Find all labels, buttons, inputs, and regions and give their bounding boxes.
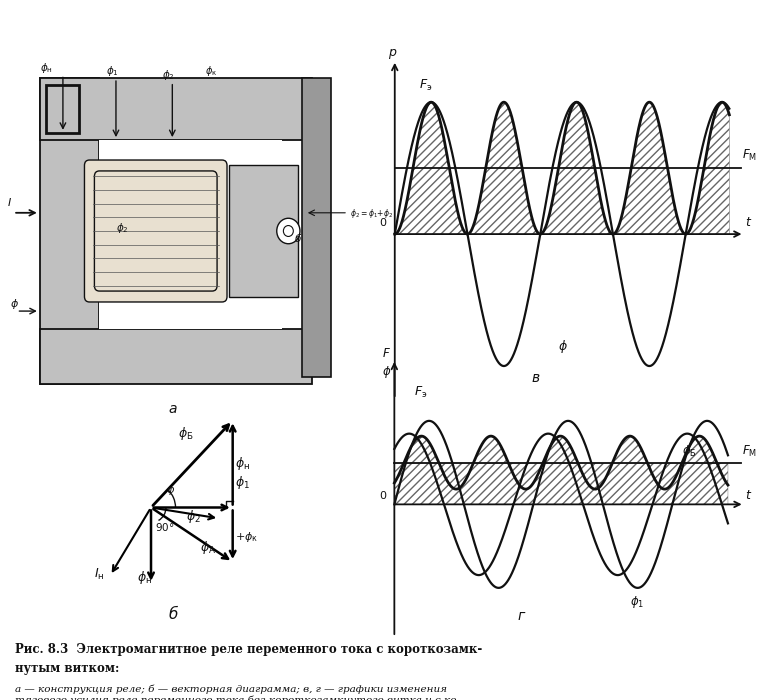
Bar bbox=[99, 180, 159, 282]
Text: б: б bbox=[295, 234, 301, 244]
Circle shape bbox=[277, 218, 300, 244]
Text: $\phi_{\rm Б}$: $\phi_{\rm Б}$ bbox=[682, 443, 697, 459]
Text: $\phi_{\rm Б}$: $\phi_{\rm Б}$ bbox=[178, 425, 194, 442]
Text: $+\phi_{\rm к}$: $+\phi_{\rm к}$ bbox=[235, 530, 258, 544]
Bar bbox=[301, 78, 332, 377]
Text: $F_{\rm M}$: $F_{\rm M}$ bbox=[742, 148, 757, 163]
Text: $\phi_{\rm н}$: $\phi_{\rm н}$ bbox=[40, 61, 52, 75]
Text: $\phi$: $\phi$ bbox=[10, 298, 19, 312]
Text: б: б bbox=[168, 607, 177, 622]
Text: 0: 0 bbox=[379, 218, 387, 228]
Text: $\phi_2{=}\phi_1{+}\phi_2$: $\phi_2{=}\phi_1{+}\phi_2$ bbox=[350, 207, 392, 220]
Text: t: t bbox=[745, 216, 750, 229]
Text: $\phi$: $\phi$ bbox=[558, 338, 568, 355]
Text: 0: 0 bbox=[379, 491, 386, 501]
FancyBboxPatch shape bbox=[85, 160, 227, 302]
Text: $90°$: $90°$ bbox=[155, 521, 174, 533]
Text: $F$: $F$ bbox=[382, 347, 391, 360]
Text: г: г bbox=[517, 609, 525, 623]
Text: $\phi_{\rm н}$: $\phi_{\rm н}$ bbox=[137, 569, 153, 586]
Text: $I_{\rm н}$: $I_{\rm н}$ bbox=[94, 567, 104, 582]
Text: а: а bbox=[168, 402, 177, 416]
Text: $\phi_{\rm 1}$: $\phi_{\rm 1}$ bbox=[630, 594, 645, 610]
Text: $F_{\rm э}$: $F_{\rm э}$ bbox=[414, 385, 428, 400]
Text: $p$: $p$ bbox=[388, 47, 397, 61]
Bar bbox=[99, 140, 281, 329]
Text: $\phi_2$: $\phi_2$ bbox=[116, 221, 129, 235]
Text: $\varphi$: $\varphi$ bbox=[166, 484, 175, 496]
FancyBboxPatch shape bbox=[94, 171, 217, 291]
Text: $I$: $I$ bbox=[6, 195, 12, 207]
Bar bbox=[40, 329, 311, 384]
Text: $\phi_1$: $\phi_1$ bbox=[235, 474, 251, 491]
Bar bbox=[40, 78, 99, 384]
Text: а — конструкция реле; б — векторная диаграмма; в, г — графики изменения
тягового: а — конструкция реле; б — векторная диаг… bbox=[15, 685, 460, 700]
Bar bbox=[229, 165, 298, 297]
Text: в: в bbox=[531, 371, 540, 385]
Text: $\phi_2$: $\phi_2$ bbox=[187, 508, 201, 525]
Bar bbox=[40, 78, 311, 140]
Text: $\phi_1$: $\phi_1$ bbox=[106, 64, 119, 78]
Text: $F_{\rm M}$: $F_{\rm M}$ bbox=[742, 444, 757, 459]
Text: t: t bbox=[746, 489, 750, 503]
Text: $F_{\rm э}$: $F_{\rm э}$ bbox=[419, 78, 433, 93]
Text: $\phi_2$: $\phi_2$ bbox=[163, 68, 175, 82]
Text: $\phi_{\rm А}$: $\phi_{\rm А}$ bbox=[200, 539, 216, 556]
Text: $\phi$: $\phi$ bbox=[382, 364, 391, 379]
Text: $\phi_{\rm н}$: $\phi_{\rm н}$ bbox=[235, 455, 251, 472]
Text: нутым витком:: нутым витком: bbox=[15, 662, 120, 676]
Text: Рис. 8.3  Электромагнитное реле переменного тока с короткозамк-: Рис. 8.3 Электромагнитное реле переменно… bbox=[15, 643, 483, 656]
Bar bbox=[46, 85, 79, 133]
Text: $\phi_{\rm к}$: $\phi_{\rm к}$ bbox=[205, 64, 218, 78]
